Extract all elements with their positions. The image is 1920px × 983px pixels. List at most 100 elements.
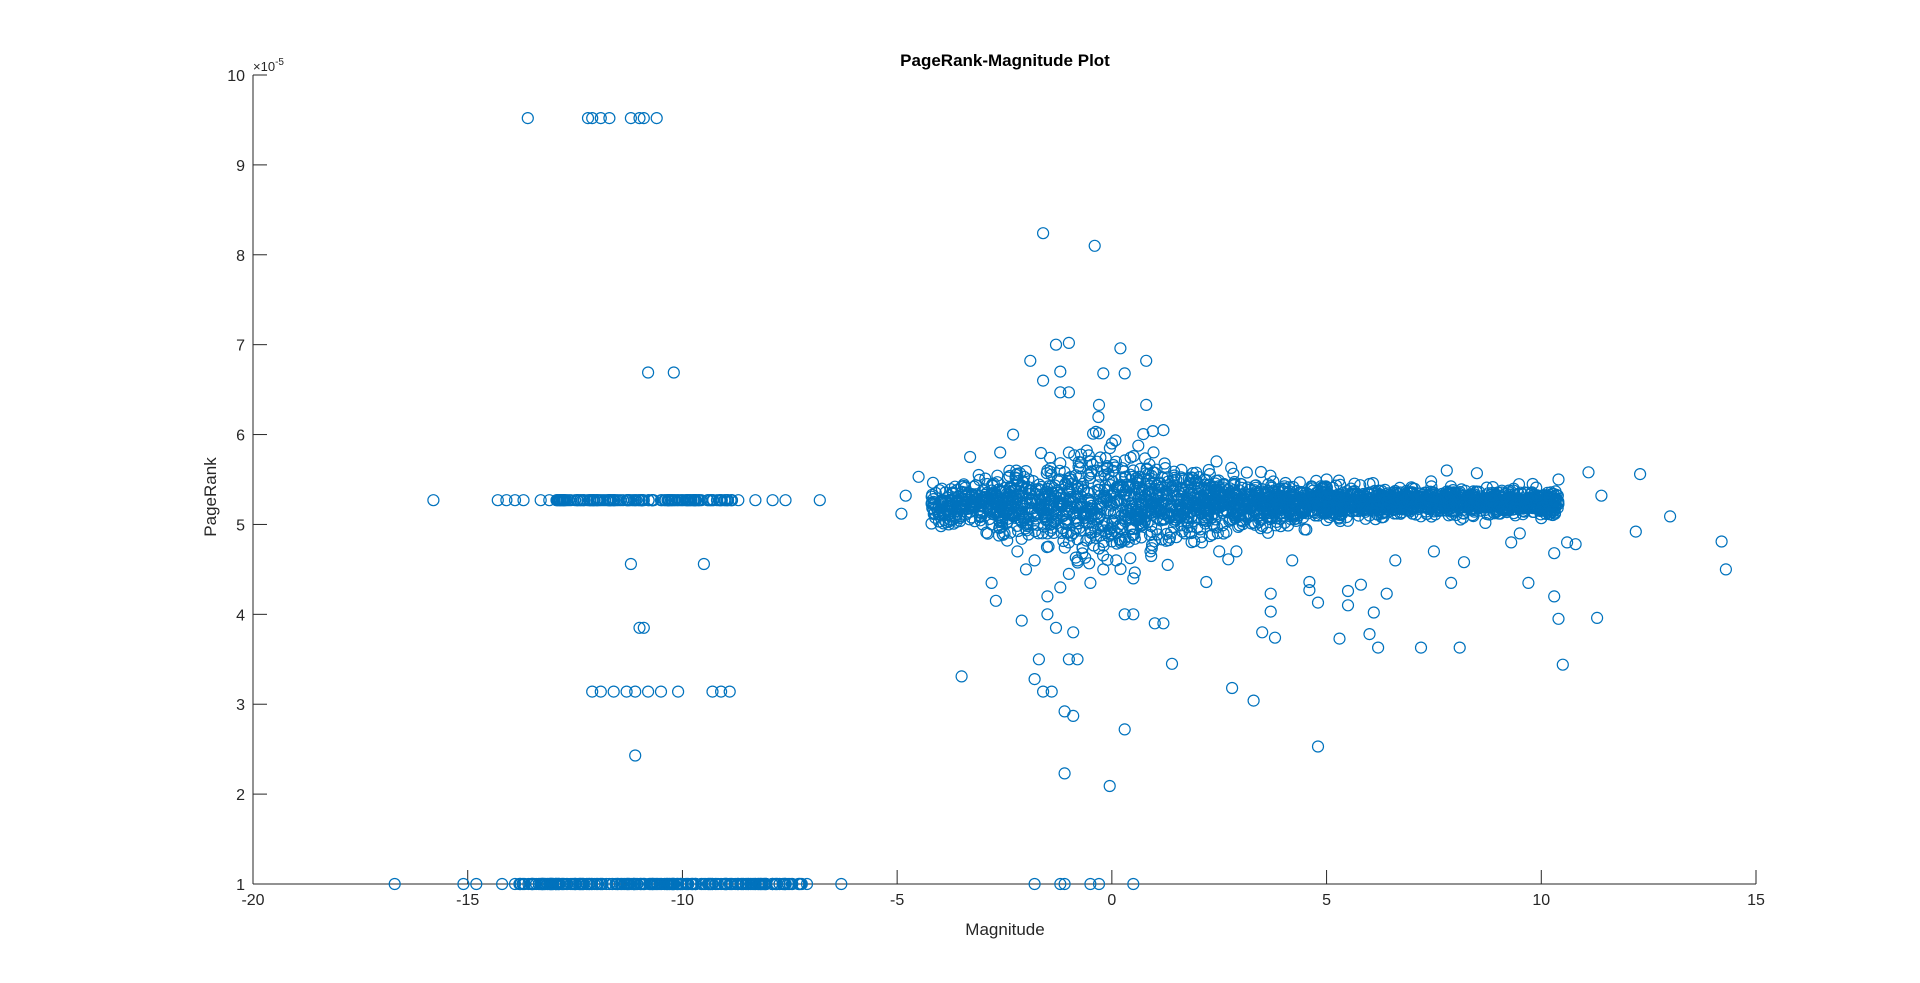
data-point (1318, 487, 1331, 500)
data-point (517, 494, 530, 507)
data-point (1222, 553, 1235, 566)
data-point (645, 494, 659, 507)
data-point (1058, 515, 1072, 529)
data-point (565, 877, 579, 891)
data-point (1582, 466, 1595, 479)
data-point (1058, 466, 1071, 479)
data-point (1595, 489, 1608, 502)
data-point (1556, 658, 1569, 671)
data-point (1442, 492, 1455, 505)
data-point (1453, 641, 1466, 654)
data-point (928, 498, 941, 511)
data-point (1047, 482, 1061, 495)
data-point (1134, 505, 1147, 518)
data-point (1200, 575, 1213, 589)
data-point (1560, 536, 1574, 549)
x-tick-label: 15 (1747, 892, 1765, 909)
data-point (1022, 473, 1035, 486)
data-point (1195, 530, 1208, 544)
data-point (603, 494, 616, 507)
data-point (1157, 617, 1170, 630)
data-point (1118, 608, 1131, 621)
data-point (1138, 452, 1152, 465)
data-point (1203, 529, 1216, 543)
data-point (629, 685, 642, 698)
data-point (1633, 468, 1647, 481)
data-point (1015, 489, 1028, 502)
data-point (1293, 476, 1306, 489)
data-point (1379, 503, 1392, 516)
data-point (627, 494, 641, 507)
data-point (1097, 539, 1110, 552)
data-point (1189, 499, 1202, 512)
data-point (1167, 465, 1181, 478)
data-point (992, 491, 1005, 504)
data-point (1298, 523, 1311, 536)
data-point (1227, 467, 1240, 480)
data-point (549, 877, 562, 891)
data-point (1032, 527, 1045, 540)
data-point (1045, 516, 1058, 529)
data-point (1190, 475, 1203, 488)
data-point (939, 516, 953, 529)
data-point (1176, 525, 1189, 538)
data-point (994, 485, 1007, 498)
data-point (1036, 685, 1050, 698)
data-point (1140, 398, 1153, 411)
data-point (751, 877, 764, 891)
data-point (1100, 494, 1113, 507)
y-axis-title: PageRank (201, 457, 220, 537)
data-point (1056, 510, 1070, 523)
data-point (973, 473, 986, 486)
data-point (1274, 520, 1287, 533)
data-point (1288, 497, 1301, 510)
data-point (1043, 451, 1057, 464)
data-point (670, 877, 684, 891)
data-point (1114, 342, 1127, 355)
data-point (1393, 490, 1407, 503)
data-point (526, 877, 539, 891)
data-point (932, 515, 946, 528)
data-point (1032, 653, 1046, 666)
data-point (633, 111, 646, 125)
data-point (585, 877, 598, 891)
data-point (1058, 767, 1071, 780)
data-point (1247, 694, 1260, 707)
data-point (607, 685, 620, 698)
y-tick-label: 7 (236, 338, 245, 355)
data-point (926, 476, 940, 489)
data-point (994, 511, 1007, 525)
data-point (1230, 545, 1243, 558)
data-point (982, 503, 996, 516)
data-point (1082, 469, 1095, 482)
data-point (586, 685, 599, 698)
data-point (1256, 626, 1269, 639)
data-point (1113, 532, 1126, 546)
data-point (1357, 502, 1371, 515)
data-point (1061, 474, 1074, 488)
data-point (534, 494, 547, 507)
data-point (1262, 503, 1276, 516)
data-point (989, 594, 1003, 607)
data-point (1068, 449, 1081, 462)
data-point (1062, 567, 1076, 581)
data-point (457, 877, 470, 891)
data-point (1413, 487, 1427, 500)
data-point (1505, 536, 1518, 549)
data-point (1509, 502, 1522, 516)
data-point (1145, 477, 1158, 490)
data-point (946, 486, 960, 499)
data-point (1029, 483, 1042, 496)
data-point (731, 877, 744, 891)
data-point (1139, 467, 1152, 480)
data-point (1242, 507, 1255, 520)
data-point (1011, 545, 1024, 558)
data-point (1215, 484, 1228, 497)
data-point (1210, 455, 1223, 468)
data-point (748, 877, 762, 891)
data-point (1028, 877, 1041, 891)
data-point (1341, 584, 1355, 598)
data-point (1001, 512, 1014, 525)
data-point (1233, 498, 1247, 511)
data-point (578, 494, 591, 507)
